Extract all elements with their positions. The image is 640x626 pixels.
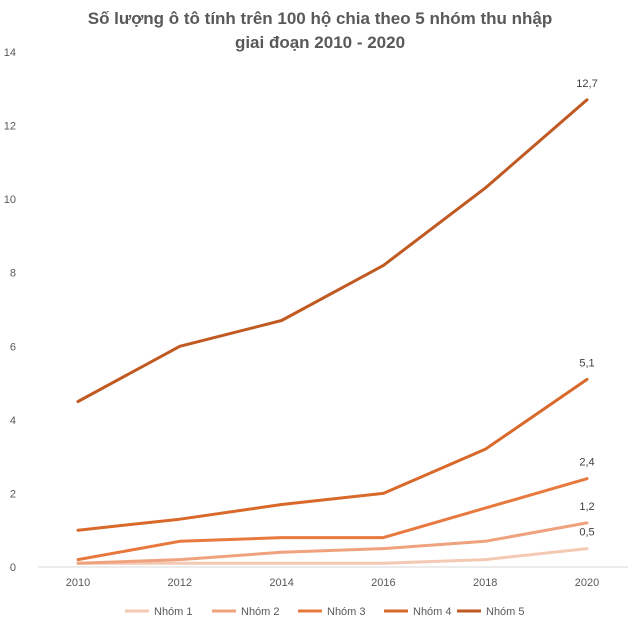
legend-label: Nhóm 1 — [154, 606, 193, 618]
x-tick-label: 2018 — [473, 577, 497, 589]
chart-title-line-2: giai đoạn 2010 - 2020 — [235, 33, 405, 52]
y-tick-label: 14 — [4, 47, 16, 59]
y-tick-label: 2 — [10, 488, 16, 500]
legend: Nhóm 1 Nhóm 2 Nhóm 3 Nhóm 4 Nhóm 5 — [125, 606, 525, 618]
axes: 0 2 4 6 8 10 12 14 2010 2012 2014 2016 2018 2020 — [4, 47, 628, 589]
legend-label: Nhóm 5 — [486, 606, 525, 618]
series-line-nhóm-5 — [76, 98, 589, 403]
legend-label: Nhóm 2 — [241, 606, 280, 618]
series-line-nhóm-2 — [76, 521, 589, 565]
y-tick-label: 10 — [4, 194, 16, 206]
y-tick-label: 8 — [10, 268, 16, 280]
data-label: 5,1 — [579, 357, 594, 369]
series-line-nhóm-4 — [76, 377, 589, 532]
y-tick-label: 12 — [4, 121, 16, 133]
data-label: 2,4 — [579, 457, 594, 469]
chart-title-line-1: Số lượng ô tô tính trên 100 hộ chia theo… — [88, 9, 553, 28]
y-tick-label: 6 — [10, 341, 16, 353]
x-tick-label: 2012 — [168, 577, 192, 589]
data-label: 1,2 — [579, 501, 594, 513]
data-label: 12,7 — [576, 78, 597, 90]
series-lines — [76, 98, 589, 565]
x-tick-label: 2010 — [66, 577, 90, 589]
legend-label: Nhóm 4 — [413, 606, 452, 618]
series-line-nhóm-1 — [76, 547, 589, 565]
series-line-nhóm-3 — [76, 477, 589, 562]
x-tick-label: 2016 — [371, 577, 395, 589]
y-tick-label: 4 — [10, 415, 16, 427]
x-tick-label: 2020 — [575, 577, 599, 589]
data-label: 0,5 — [579, 527, 594, 539]
legend-label: Nhóm 3 — [327, 606, 366, 618]
data-labels: 0,5 1,2 2,4 5,1 12,7 — [576, 78, 597, 539]
y-tick-label: 0 — [10, 562, 16, 574]
x-tick-label: 2014 — [269, 577, 293, 589]
